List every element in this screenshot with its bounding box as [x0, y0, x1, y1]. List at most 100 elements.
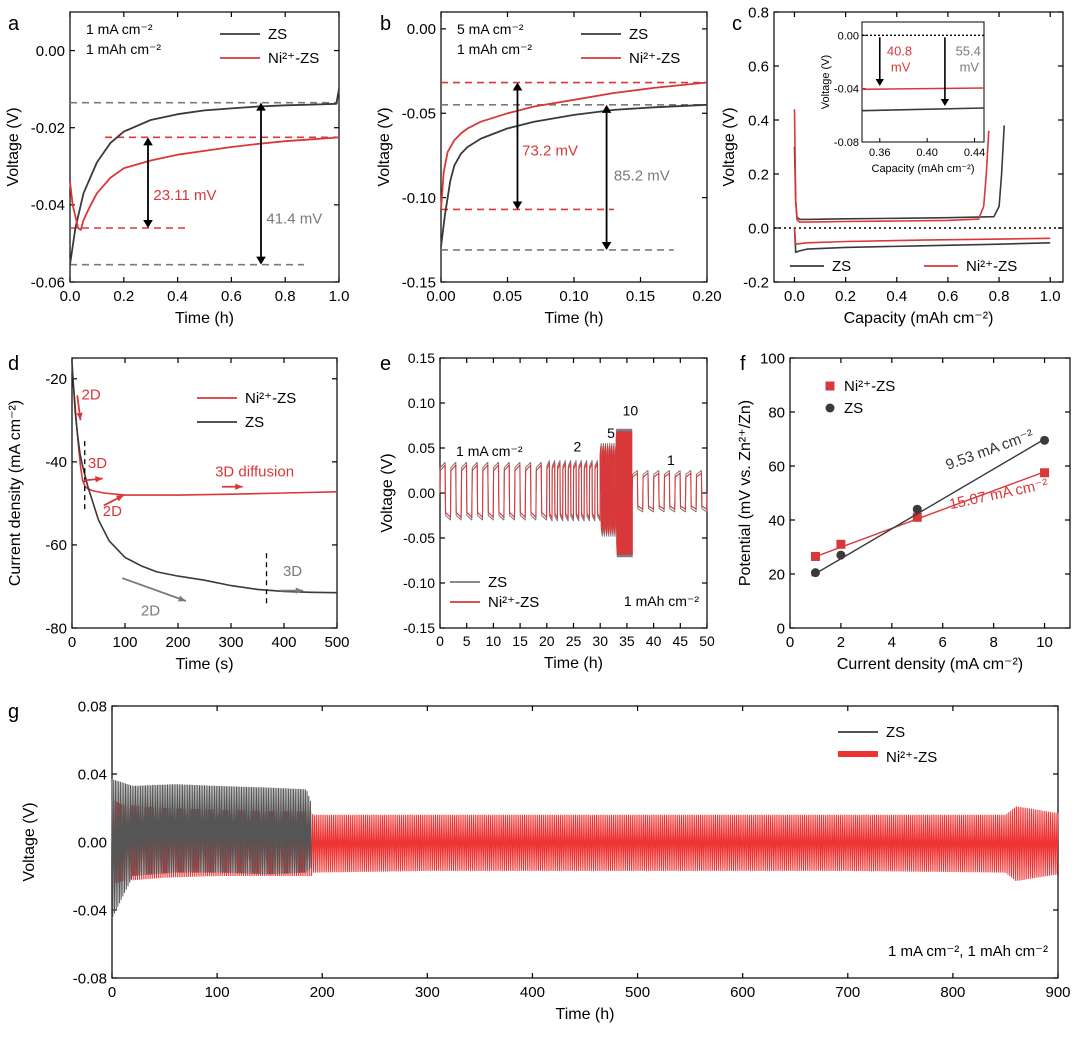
legend-label: Ni²⁺-ZS [844, 378, 895, 395]
x-tick-label: 0.2 [835, 288, 856, 305]
y-axis-label: Voltage (V) [21, 802, 38, 881]
fit-line [811, 470, 1048, 559]
data-point [912, 512, 922, 522]
annotation-text: 2D [141, 603, 160, 620]
ni-cycling-trace [439, 464, 548, 518]
y-axis-label: Voltage (V) [721, 107, 738, 186]
panel-label: d [8, 353, 19, 375]
series-line-2 [793, 109, 990, 223]
panel-label: c [732, 13, 742, 35]
panel-label: g [8, 701, 19, 723]
annotation-text: 2D [103, 503, 122, 520]
y-tick-label: 100 [760, 350, 785, 367]
legend-label: Ni²⁺-ZS [245, 390, 296, 407]
y-tick-label: -0.04 [31, 197, 65, 214]
arrow-head [235, 483, 243, 490]
arrow-head [295, 587, 304, 594]
inset-series-1 [861, 107, 985, 112]
y-tick-label: 20 [768, 566, 785, 583]
x-tick-label: 0.8 [275, 288, 296, 305]
y-tick-label: -20 [45, 371, 67, 388]
arrow-label: 23.11 mV [153, 187, 216, 204]
data-point [836, 539, 846, 549]
arrow-head [601, 241, 612, 250]
arrow-head [143, 220, 153, 228]
y-axis-label: Current density (mA cm⁻²) [7, 400, 24, 586]
x-tick-label: 20 [539, 633, 555, 649]
inset-y-axis-label: Voltage (V) [820, 55, 832, 109]
arrow-label: 73.2 mV [522, 142, 578, 159]
x-axis-label: Time (h) [545, 310, 604, 327]
y-tick-label: 0.00 [407, 21, 436, 38]
x-axis-label: Time (s) [175, 656, 233, 673]
x-tick-label: 5 [463, 633, 471, 649]
panel-e: 0 5 10 15 20 25 30 35 40 45 50-0.15-0.10-0.050.000… [379, 350, 715, 672]
x-tick-label: 0 [786, 634, 794, 651]
inset-annotation-unit: mV [891, 59, 911, 74]
series-line-3 [793, 227, 1051, 245]
rate-label: 10 [623, 403, 639, 419]
x-tick-label: 100 [205, 984, 230, 1001]
x-tick-label: 30 [592, 633, 608, 649]
arrow-label: 41.4 mV [266, 210, 322, 227]
arrow-head [177, 595, 186, 602]
condition-label: 1 mA cm⁻² [86, 21, 153, 37]
y-tick-label: -60 [45, 537, 67, 554]
x-tick-label: 0.8 [989, 288, 1010, 305]
y-tick-label: -0.02 [31, 120, 65, 137]
legend-label: Ni²⁺-ZS [886, 749, 937, 766]
x-tick-label: 45 [673, 633, 689, 649]
inset-y-tick-label: -0.04 [834, 84, 859, 96]
ni-cycling-trace [599, 445, 618, 535]
x-tick-label: 0.10 [559, 288, 588, 305]
y-tick-label: 0.08 [78, 698, 107, 715]
y-tick-label: 0.04 [78, 766, 107, 783]
y-axis-label: Potential (mV vs. Zn²⁺/Zn) [737, 400, 754, 586]
y-tick-label: -0.05 [403, 530, 435, 546]
condition-label: 1 mAh cm⁻² [624, 593, 699, 609]
series-line-0 [440, 103, 708, 247]
y-tick-label: 0.15 [408, 350, 435, 366]
x-tick-label: 0.6 [937, 288, 958, 305]
legend-label: ZS [245, 414, 264, 431]
panel-b: 0.00 0.05 0.10 0.15 0.20 -0.15 -0.10 -0.05 0.00 T… [376, 11, 722, 327]
y-tick-label: -0.2 [743, 274, 769, 291]
plot-frame [69, 11, 340, 283]
condition-label: 1 mAh cm⁻² [86, 41, 161, 57]
series-line-1 [793, 227, 1051, 254]
x-tick-label: 400 [520, 984, 545, 1001]
x-tick-label: 0.6 [221, 288, 242, 305]
x-tick-label: 600 [730, 984, 755, 1001]
y-tick-label: -80 [45, 620, 67, 637]
data-point [810, 551, 820, 561]
condition-label: 5 mA cm⁻² [457, 21, 524, 37]
x-axis-label: Time (h) [544, 655, 603, 672]
x-tick-label: 0.4 [167, 288, 188, 305]
y-tick-label: 0.10 [408, 395, 435, 411]
plot-frame [71, 357, 338, 629]
arrow-head [115, 495, 124, 502]
x-tick-label: 10 [1036, 634, 1053, 651]
inset-annotation-unit: mV [960, 59, 980, 74]
annotation-text: 3D [88, 455, 107, 472]
x-tick-label: 50 [699, 633, 715, 649]
data-point [836, 550, 846, 560]
x-tick-label: 15 [512, 633, 528, 649]
legend-label: ZS [488, 574, 507, 591]
panel-a: 0.0 0.2 0.4 0.6 0.8 1.0 -0.06 -0.04 -0.02 0.00 Tim… [5, 11, 349, 327]
x-tick-label: 0.05 [493, 288, 522, 305]
x-tick-label: 500 [625, 984, 650, 1001]
fit-line [811, 437, 1048, 577]
series-line-0 [72, 382, 338, 496]
y-tick-label: -40 [45, 454, 67, 471]
x-tick-label: 0 [436, 633, 444, 649]
arrow-head [256, 102, 266, 111]
ni-cycling-trace [631, 472, 708, 510]
condition-label: 1 mA cm⁻², 1 mAh cm⁻² [888, 943, 1048, 960]
x-axis-label: Capacity (mAh cm⁻²) [844, 310, 994, 327]
inset-x-tick-label: 0.36 [869, 147, 890, 159]
y-tick-label: -0.15 [402, 274, 436, 291]
x-tick-label: 40 [646, 633, 662, 649]
y-tick-label: 0.00 [408, 485, 435, 501]
